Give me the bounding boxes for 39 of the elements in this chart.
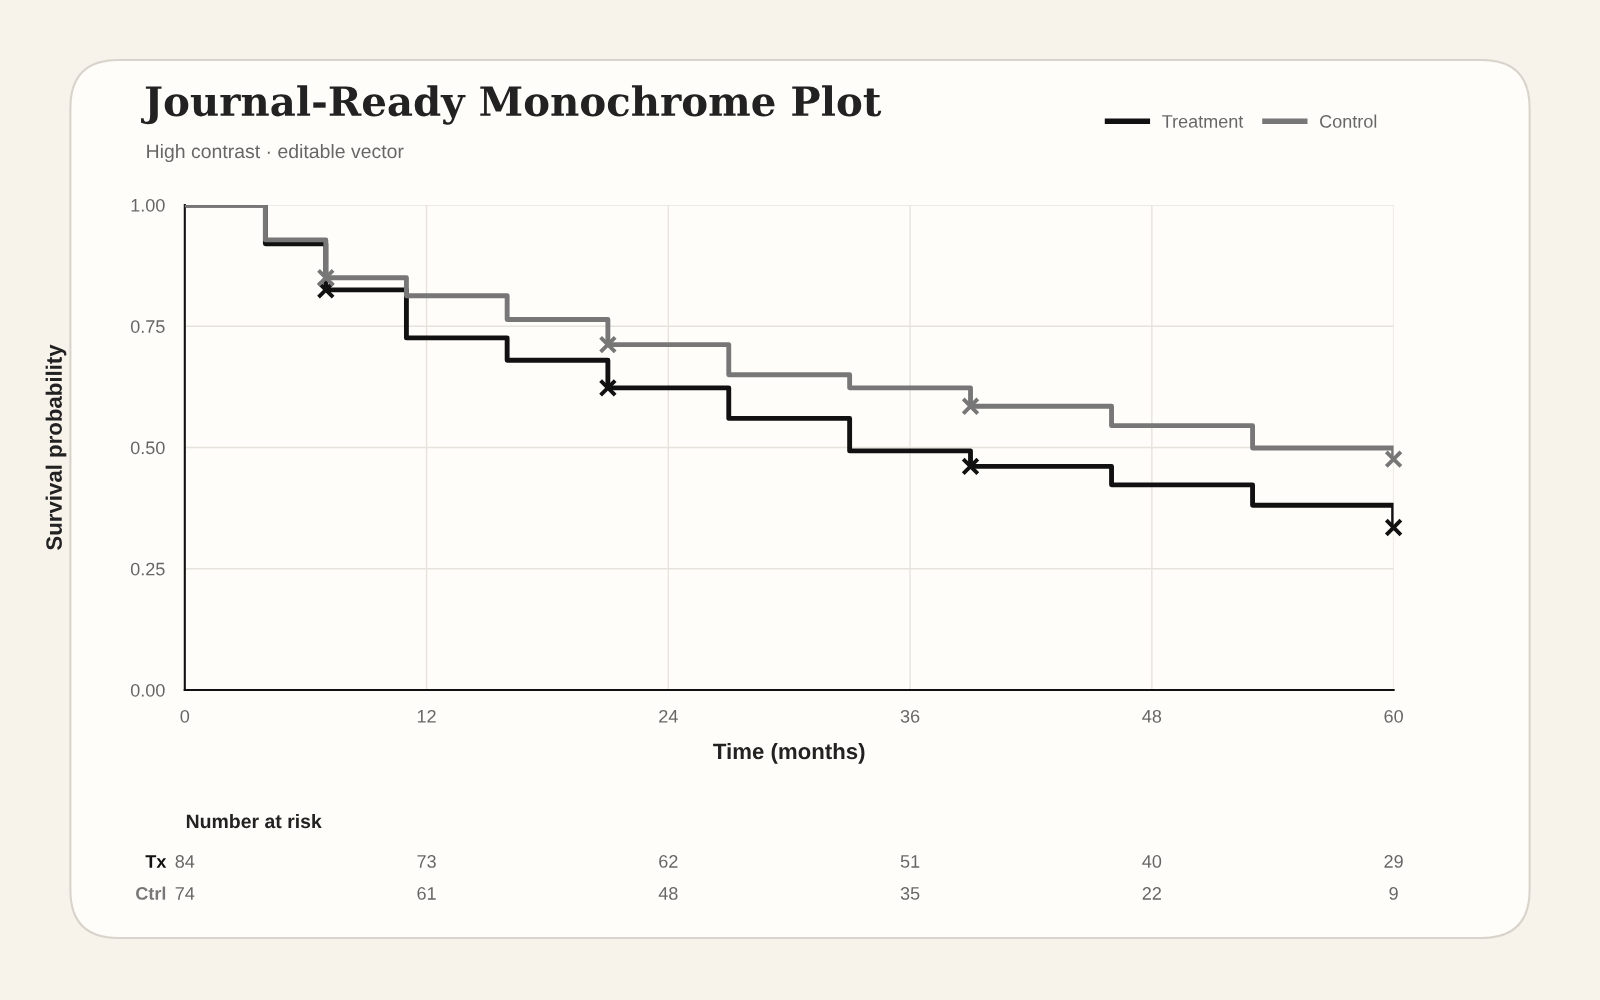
point: [598, 335, 618, 354]
y-axis-title: Survival probability: [45, 344, 67, 550]
point: [316, 268, 336, 287]
x-tick-label: 24: [659, 709, 678, 723]
chart-title: Journal-Ready Monochrome Plot: [141, 85, 882, 125]
point: [1384, 449, 1403, 469]
point: [598, 378, 618, 398]
text: 48: [658, 887, 678, 900]
x-tick-label: 36: [900, 709, 920, 723]
x-axis-title: Time (months): [713, 742, 865, 764]
y-tick-label: 0.75: [130, 320, 165, 333]
y-tick-label: 0.25: [130, 562, 165, 576]
text: 61: [417, 887, 436, 900]
legend-label: Control: [1320, 114, 1377, 128]
text: 22: [1142, 887, 1161, 900]
text: 40: [1142, 855, 1162, 868]
point: [961, 457, 980, 476]
legend-label: Treatment: [1162, 115, 1244, 128]
x-tick-label: 12: [417, 709, 436, 723]
text: 62: [659, 855, 678, 868]
text: Ctrl: [136, 886, 166, 900]
text: 29: [1384, 855, 1403, 868]
x-tick-label: 48: [1142, 709, 1162, 723]
point: [1384, 518, 1403, 537]
x-tick-label: 60: [1384, 709, 1403, 723]
text: 84: [175, 855, 195, 868]
text: Tx: [145, 855, 167, 868]
x-tick-label: 0: [180, 709, 190, 723]
text: 74: [175, 887, 195, 900]
y-tick-label: 0.00: [130, 683, 165, 697]
point: [961, 397, 980, 416]
y-tick-label: 0.50: [130, 441, 165, 455]
text: 73: [417, 855, 436, 868]
chart-subtitle: High contrast · editable vector: [147, 143, 404, 163]
text: 35: [900, 887, 920, 900]
text: 9: [1389, 887, 1398, 900]
text: 51: [900, 855, 920, 868]
text: Number at risk: [186, 813, 322, 829]
y-tick-label: 1.00: [131, 198, 165, 212]
